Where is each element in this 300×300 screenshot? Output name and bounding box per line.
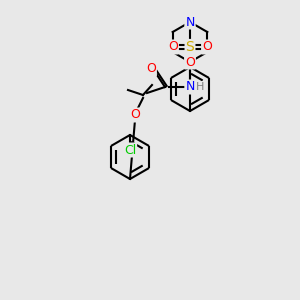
Text: O: O — [146, 62, 156, 76]
Text: O: O — [202, 40, 212, 53]
Text: H: H — [196, 82, 204, 92]
Text: N: N — [185, 80, 195, 94]
Text: N: N — [185, 16, 195, 28]
Text: O: O — [168, 40, 178, 53]
Text: Cl: Cl — [124, 143, 136, 157]
Text: O: O — [185, 56, 195, 68]
Text: O: O — [130, 109, 140, 122]
Text: S: S — [186, 40, 194, 54]
